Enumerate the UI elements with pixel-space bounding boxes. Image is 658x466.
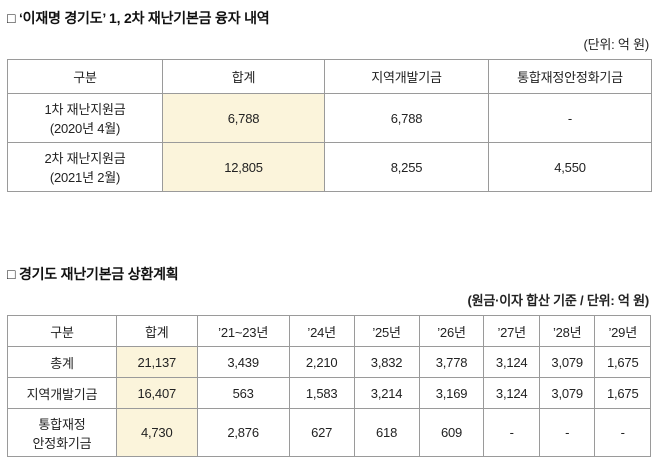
section1-title: □ ‘이재명 경기도’ 1, 2차 재난기본금 융자 내역 [7, 10, 270, 26]
year-value: 3,124 [483, 377, 540, 409]
stabilization-fund-value: 4,550 [488, 142, 652, 192]
column-header-y25: ’25년 [353, 315, 420, 347]
column-header-y24: ’24년 [288, 315, 355, 347]
year-value: 3,778 [418, 346, 485, 378]
year-value: - [538, 408, 596, 457]
year-value: 3,079 [538, 346, 596, 378]
year-value: 618 [353, 408, 420, 457]
section-loan: □ ‘이재명 경기도’ 1, 2차 재난기본금 융자 내역 (단위: 억 원) … [7, 6, 652, 192]
year-value: 1,675 [594, 346, 651, 378]
section2-title: □ 경기도 재난기본금 상환계획 [7, 266, 179, 282]
year-value: 3,832 [353, 346, 420, 378]
total-value: 6,788 [162, 93, 325, 143]
table-row: 2차 재난지원금 (2021년 2월) 12,805 8,255 4,550 [7, 142, 652, 192]
total-value: 4,730 [115, 408, 198, 457]
year-value: 2,210 [288, 346, 355, 378]
column-header-gubun: 구분 [7, 315, 117, 347]
column-header-gubun: 구분 [7, 59, 163, 94]
year-value: 1,675 [594, 377, 651, 409]
row-label: 1차 재난지원금 (2020년 4월) [7, 93, 163, 143]
section1-unit-note: (단위: 억 원) [583, 37, 649, 52]
section-spacer [7, 192, 651, 262]
total-value: 16,407 [115, 377, 198, 409]
year-value: 3,124 [483, 346, 540, 378]
row-label: 통합재정 안정화기금 [7, 408, 117, 457]
column-header-stabilization-fund: 통합재정안정화기금 [488, 59, 652, 94]
loan-table-header-row: 구분 합계 지역개발기금 통합재정안정화기금 [7, 59, 652, 94]
table-row: 1차 재난지원금 (2020년 4월) 6,788 6,788 - [7, 93, 652, 143]
column-header-y26: ’26년 [418, 315, 485, 347]
year-value: 3,439 [196, 346, 290, 378]
year-value: - [483, 408, 540, 457]
column-header-regional-fund: 지역개발기금 [324, 59, 489, 94]
regional-fund-value: 8,255 [324, 142, 489, 192]
column-header-y27: ’27년 [483, 315, 540, 347]
column-header-y29: ’29년 [594, 315, 651, 347]
column-header-y28: ’28년 [538, 315, 596, 347]
column-header-total: 합계 [115, 315, 198, 347]
repayment-table: 구분 합계 ’21~23년 ’24년 ’25년 ’26년 ’27년 ’28년 ’… [7, 315, 651, 457]
row-label: 2차 재난지원금 (2021년 2월) [7, 142, 163, 192]
year-value: 2,876 [196, 408, 290, 457]
year-value: 563 [196, 377, 290, 409]
stabilization-fund-value: - [488, 93, 652, 143]
row-label: 총계 [7, 346, 117, 378]
section2-unit-note: (원금·이자 합산 기준 / 단위: 억 원) [467, 293, 649, 308]
repayment-table-header-row: 구분 합계 ’21~23년 ’24년 ’25년 ’26년 ’27년 ’28년 ’… [7, 315, 651, 347]
year-value: 3,079 [538, 377, 596, 409]
table-row: 지역개발기금 16,407 563 1,583 3,214 3,169 3,12… [7, 377, 651, 409]
column-header-y21-23: ’21~23년 [196, 315, 290, 347]
year-value: 3,214 [353, 377, 420, 409]
year-value: 609 [418, 408, 485, 457]
loan-table: 구분 합계 지역개발기금 통합재정안정화기금 1차 재난지원금 (2020년 4… [7, 59, 652, 192]
table-row: 통합재정 안정화기금 4,730 2,876 627 618 609 - - - [7, 408, 651, 457]
year-value: 3,169 [418, 377, 485, 409]
table-row: 총계 21,137 3,439 2,210 3,832 3,778 3,124 … [7, 346, 651, 378]
year-value: 1,583 [288, 377, 355, 409]
regional-fund-value: 6,788 [324, 93, 489, 143]
total-value: 21,137 [115, 346, 198, 378]
year-value: 627 [288, 408, 355, 457]
row-label: 지역개발기금 [7, 377, 117, 409]
total-value: 12,805 [162, 142, 325, 192]
column-header-total: 합계 [162, 59, 325, 94]
year-value: - [594, 408, 651, 457]
section-repayment: □ 경기도 재난기본금 상환계획 (원금·이자 합산 기준 / 단위: 억 원)… [7, 262, 651, 457]
